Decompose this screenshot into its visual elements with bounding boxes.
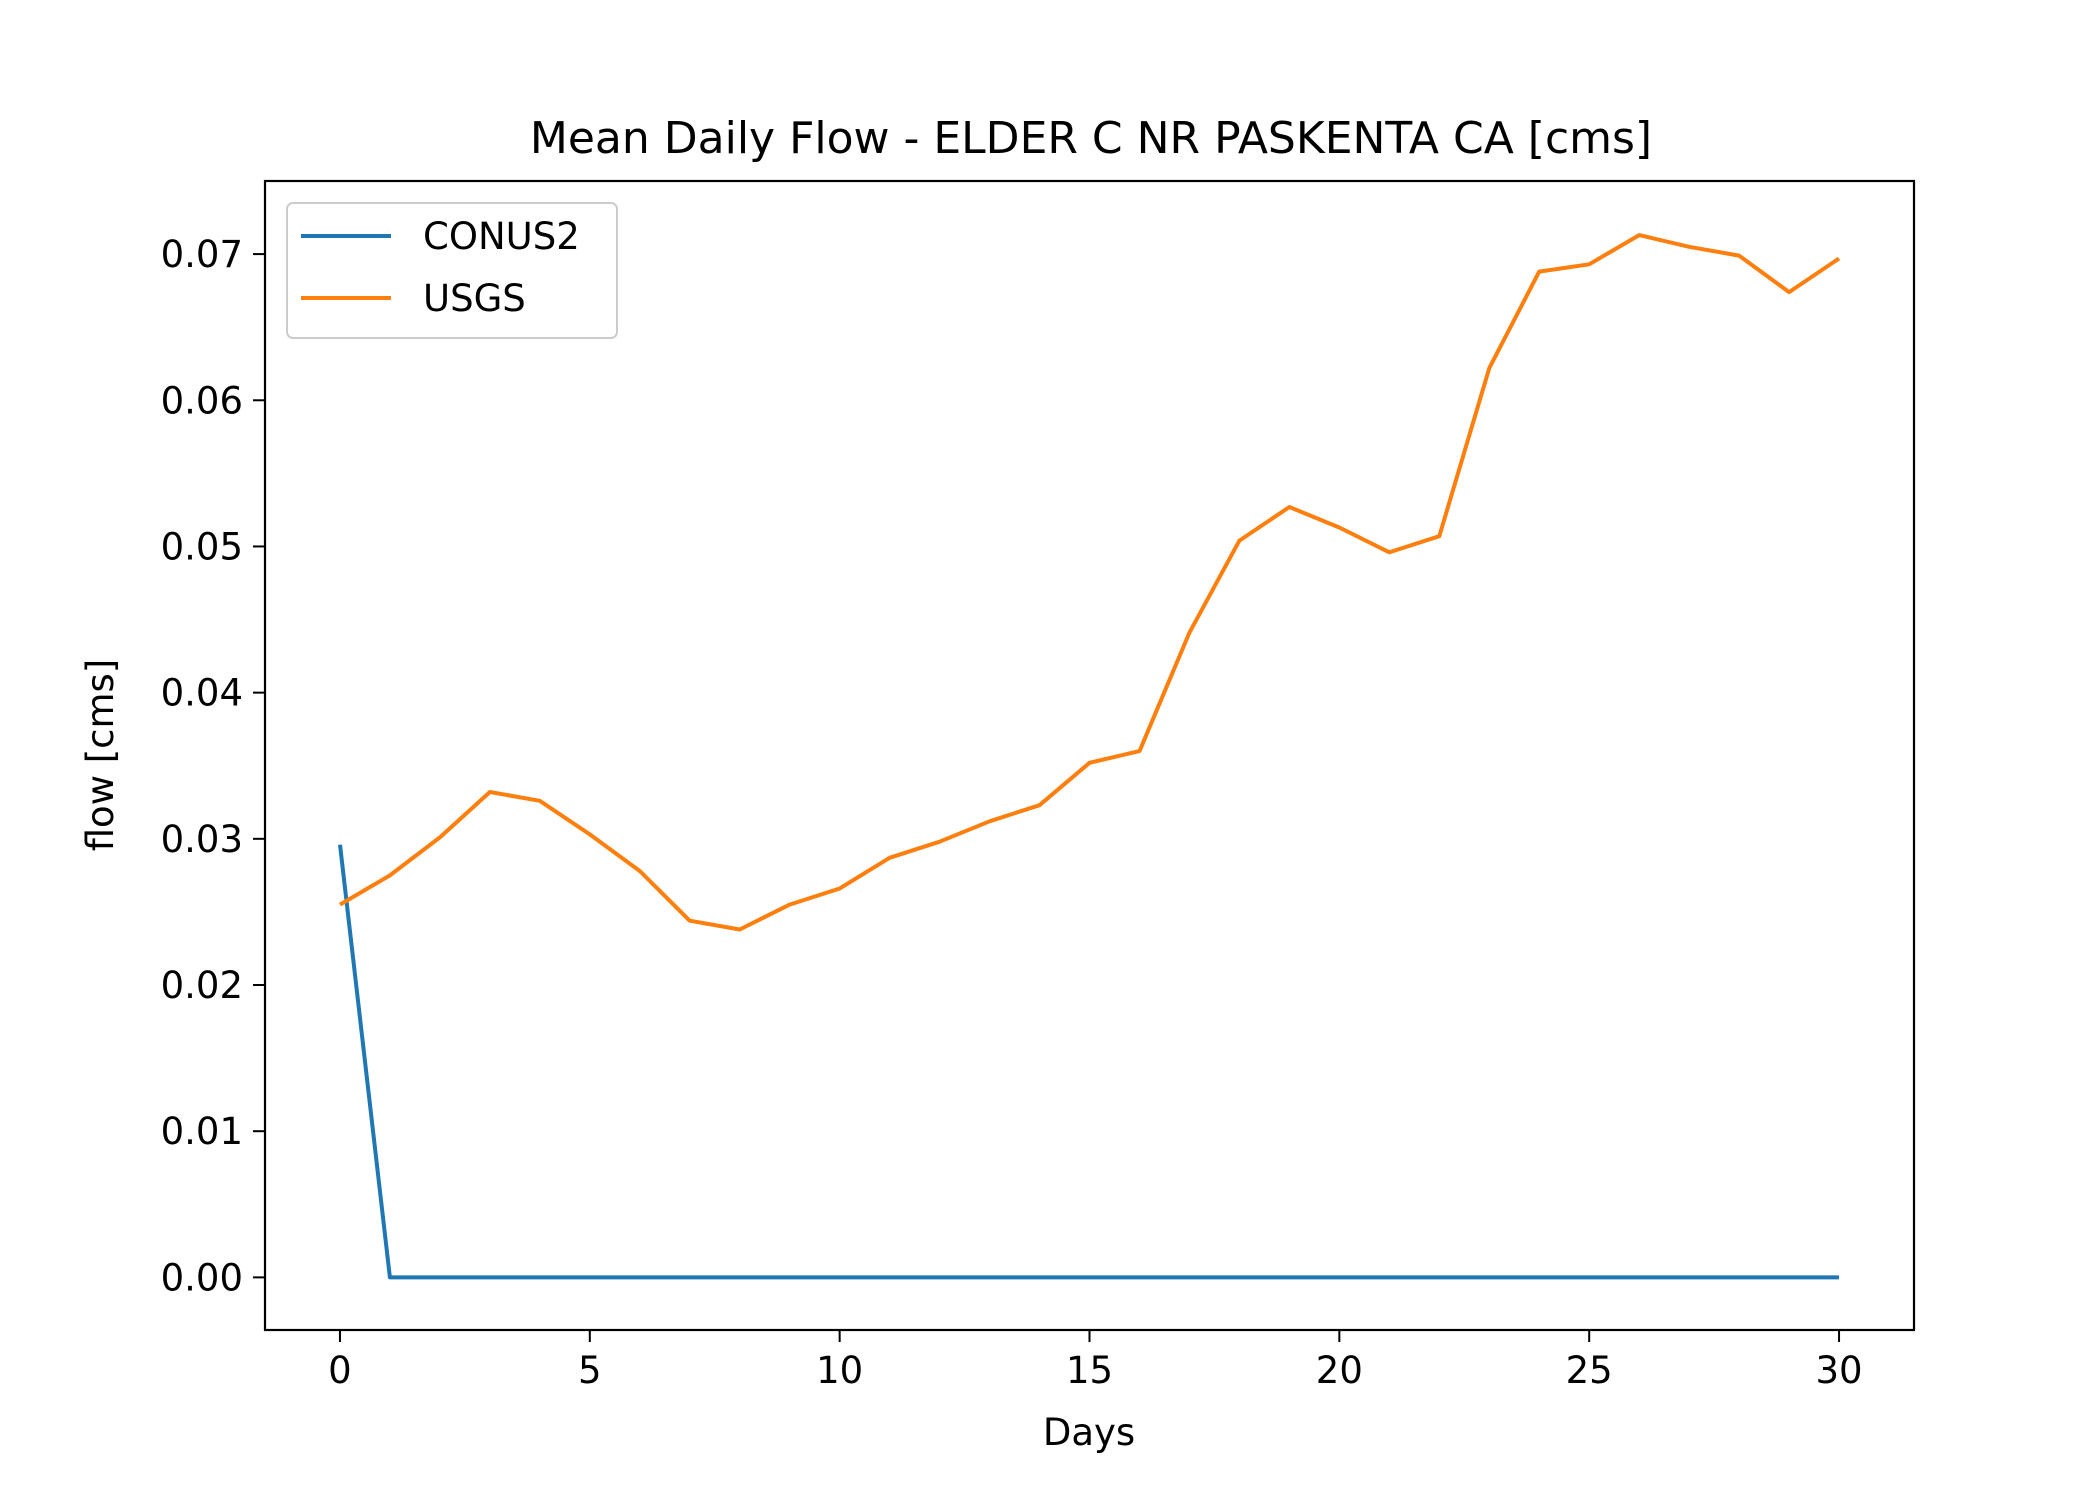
y-tick-label: 0.03	[161, 818, 243, 861]
y-tick-label: 0.02	[161, 964, 243, 1007]
y-tick-label: 0.06	[161, 379, 243, 422]
x-axis-ticks: 0 5 10 15 20 25 30	[328, 1330, 1863, 1392]
y-tick-label: 0.04	[161, 672, 243, 715]
series-line-usgs	[338, 233, 1841, 932]
y-tick-label: 0.00	[161, 1256, 243, 1299]
legend-label-conus2: CONUS2	[423, 215, 580, 258]
y-tick-label: 0.05	[161, 525, 243, 568]
y-axis-ticks: 0.00 0.01 0.02 0.03 0.04 0.05 0.06 0.07	[161, 233, 265, 1299]
y-tick-label: 0.07	[161, 233, 243, 276]
x-tick-label: 10	[816, 1349, 863, 1392]
y-axis-label: flow [cms]	[79, 659, 122, 852]
x-tick-label: 20	[1316, 1349, 1363, 1392]
chart-title: Mean Daily Flow - ELDER C NR PASKENTA CA…	[530, 113, 1652, 164]
x-tick-label: 0	[328, 1349, 352, 1392]
plot-background	[265, 181, 1914, 1330]
series-layer	[338, 233, 1841, 1280]
y-tick-label: 0.01	[161, 1110, 243, 1153]
plot-area	[263, 179, 1916, 1332]
x-axis-label: Days	[1043, 1411, 1135, 1454]
x-tick-label: 30	[1815, 1349, 1862, 1392]
series-line-conus2	[338, 844, 1839, 1280]
legend-label-usgs: USGS	[423, 277, 526, 320]
x-tick-label: 5	[578, 1349, 602, 1392]
x-tick-label: 25	[1566, 1349, 1613, 1392]
x-tick-label: 15	[1066, 1349, 1113, 1392]
legend: CONUS2 USGS	[286, 202, 618, 339]
